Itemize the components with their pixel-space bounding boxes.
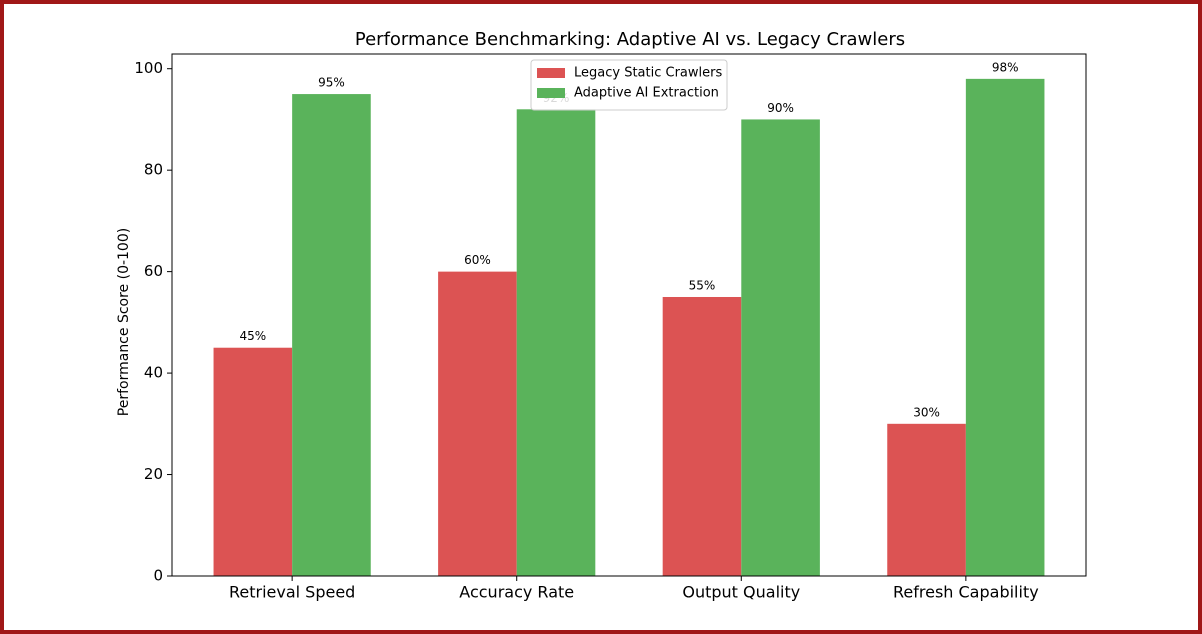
y-tick-label: 60 — [144, 262, 163, 280]
bar — [292, 94, 371, 576]
x-tick-label: Refresh Capability — [893, 583, 1039, 602]
x-tick-label: Retrieval Speed — [229, 583, 355, 602]
legend: Legacy Static Crawlers Adaptive AI Extrac… — [530, 59, 728, 111]
value-label: 98% — [992, 60, 1019, 74]
bar — [662, 296, 742, 576]
y-tick-label: 100 — [134, 59, 163, 77]
x-tick-label: Accuracy Rate — [459, 583, 574, 602]
bar — [516, 109, 596, 576]
y-tick-label: 40 — [144, 364, 163, 382]
value-label: 55% — [689, 278, 716, 292]
legend-box — [530, 59, 728, 111]
bar — [741, 119, 820, 576]
y-tick-label: 0 — [153, 567, 163, 585]
bar — [887, 423, 966, 576]
chart: Performance Benchmarking: Adaptive AI vs… — [116, 29, 1087, 602]
legend-swatch — [537, 68, 565, 78]
value-label: 30% — [913, 405, 940, 419]
bar — [965, 78, 1045, 576]
legend-label: Adaptive AI Extraction — [574, 86, 719, 101]
value-label: 60% — [464, 253, 491, 267]
bar — [213, 347, 293, 576]
legend-label: Legacy Static Crawlers — [574, 66, 722, 81]
value-label: 95% — [318, 76, 345, 90]
y-tick-label: 80 — [144, 161, 163, 179]
bar — [438, 271, 517, 576]
y-axis-label: Performance Score (0-100) — [116, 228, 132, 416]
value-label: 45% — [240, 329, 267, 343]
y-tick-label: 20 — [144, 465, 163, 483]
value-label: 90% — [767, 101, 794, 115]
plot-frame — [171, 53, 1087, 577]
legend-swatch — [537, 88, 565, 98]
x-tick-label: Output Quality — [682, 583, 800, 602]
chart-title: Performance Benchmarking: Adaptive AI vs… — [355, 29, 905, 50]
